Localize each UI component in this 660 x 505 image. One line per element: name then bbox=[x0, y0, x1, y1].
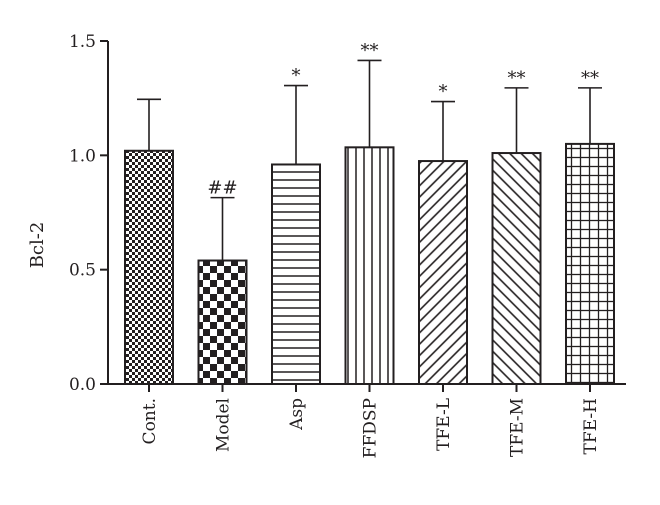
category-label: FFDSP bbox=[361, 398, 381, 458]
bar bbox=[124, 149, 174, 385]
significance-label: ** bbox=[508, 68, 526, 89]
bar bbox=[491, 152, 542, 385]
category-label: Cont. bbox=[140, 398, 160, 444]
category-labels: Cont. Model Asp FFDSP TFE-L TFE-M TFE-H bbox=[140, 398, 601, 458]
bar bbox=[271, 163, 321, 385]
category-label: TFE-M bbox=[508, 398, 528, 457]
y-tick-label: 1.5 bbox=[69, 32, 96, 52]
y-tick-label: 1.0 bbox=[69, 146, 96, 166]
y-tick-label: 0.5 bbox=[69, 261, 96, 281]
bar bbox=[565, 142, 615, 385]
bar bbox=[197, 259, 248, 385]
significance-label: ** bbox=[581, 68, 599, 89]
category-label: TFE-H bbox=[581, 398, 601, 454]
bar bbox=[418, 160, 468, 385]
significance-label: ** bbox=[361, 40, 379, 61]
significance-label: ## bbox=[207, 178, 237, 199]
error-bars bbox=[137, 59, 602, 261]
y-axis: 0.0 0.5 1.0 1.5 bbox=[69, 32, 109, 395]
significance-label: * bbox=[439, 82, 448, 103]
significance-label: * bbox=[292, 66, 301, 87]
y-tick-label: 0.0 bbox=[69, 375, 96, 395]
category-label: Asp bbox=[287, 398, 307, 431]
bars bbox=[124, 142, 615, 385]
category-label: Model bbox=[214, 398, 234, 452]
y-axis-label: Bcl-2 bbox=[27, 222, 48, 269]
x-axis bbox=[108, 383, 626, 392]
category-label: TFE-L bbox=[434, 398, 454, 451]
significance-labels: ##****** ** bbox=[207, 40, 599, 198]
bar bbox=[344, 146, 395, 385]
